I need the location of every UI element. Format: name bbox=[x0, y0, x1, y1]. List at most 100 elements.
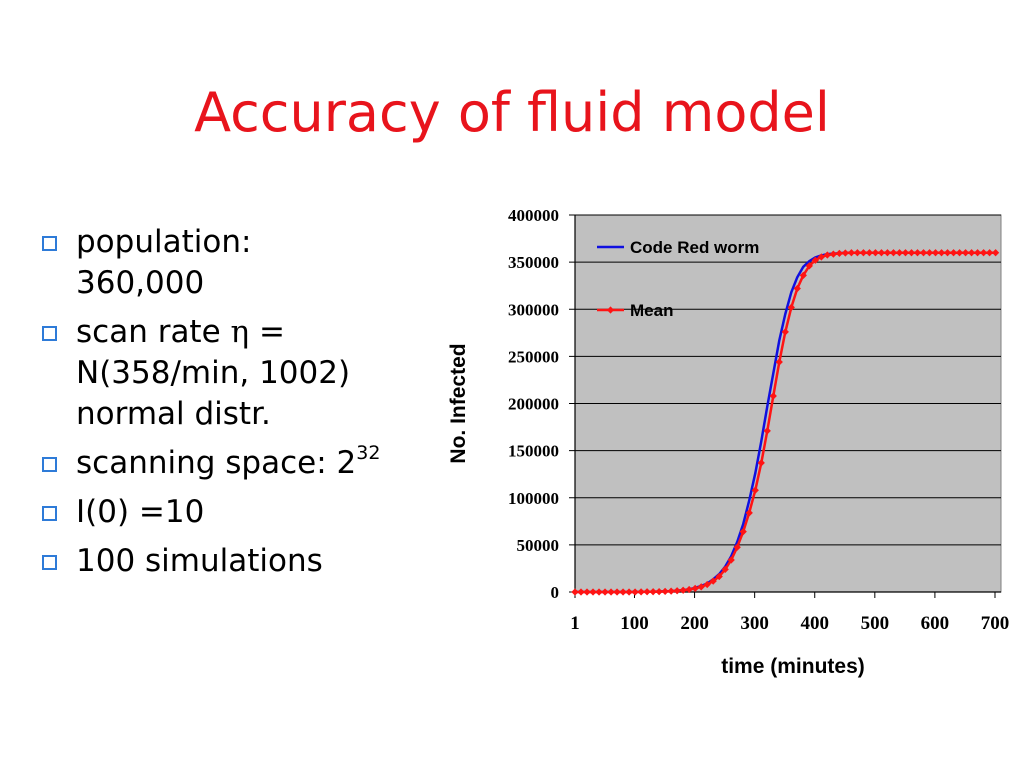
bullet-text: 360,000 bbox=[76, 265, 205, 301]
data-point bbox=[745, 509, 753, 517]
data-point bbox=[931, 249, 940, 257]
y-tick-label: 50000 bbox=[517, 536, 560, 555]
x-tick-label: 300 bbox=[740, 613, 769, 634]
data-point bbox=[769, 392, 777, 400]
data-point bbox=[739, 528, 747, 536]
data-point bbox=[667, 587, 675, 595]
data-point bbox=[673, 587, 681, 595]
bullet-scan-rate: scan rate η = N(358/min, 1002) normal di… bbox=[40, 312, 440, 435]
y-tick-label: 350000 bbox=[508, 253, 559, 272]
data-point bbox=[799, 271, 807, 279]
bullet-text: scan rate bbox=[76, 314, 231, 350]
bullet-text: normal distr. bbox=[76, 396, 271, 432]
exponent: 32 bbox=[356, 442, 381, 464]
data-point bbox=[907, 249, 916, 257]
data-point bbox=[835, 249, 843, 257]
data-point bbox=[607, 588, 615, 596]
data-point bbox=[877, 249, 886, 257]
bullet-list: population: 360,000 scan rate η = N(358/… bbox=[40, 222, 440, 590]
data-point bbox=[865, 249, 874, 257]
data-point bbox=[805, 262, 813, 270]
infection-chart: 0 50000 100000 150000 200000 250000 300000 3500… bbox=[447, 206, 1010, 678]
bullet-text: 100 simulations bbox=[76, 543, 323, 579]
square-bullet-icon bbox=[42, 555, 57, 570]
data-point bbox=[913, 249, 922, 257]
data-point bbox=[727, 556, 735, 564]
data-point bbox=[625, 588, 633, 596]
data-point bbox=[679, 586, 687, 594]
data-point bbox=[817, 253, 825, 261]
data-point bbox=[757, 459, 765, 467]
data-point bbox=[631, 588, 639, 596]
legend-marker-mean bbox=[606, 306, 615, 314]
data-point bbox=[619, 588, 627, 596]
data-point bbox=[943, 249, 952, 257]
legend-label-mean: Mean bbox=[630, 301, 673, 320]
data-point bbox=[697, 583, 705, 591]
data-point bbox=[847, 249, 856, 257]
bullet-text: population: bbox=[76, 224, 252, 260]
data-point bbox=[871, 249, 880, 257]
data-point bbox=[709, 577, 717, 585]
data-point bbox=[691, 584, 699, 593]
data-point bbox=[601, 588, 609, 596]
bullet-simulations: 100 simulations bbox=[40, 541, 440, 582]
data-point bbox=[583, 588, 591, 596]
data-point bbox=[715, 572, 723, 581]
data-point bbox=[883, 249, 892, 257]
data-point bbox=[811, 256, 819, 264]
data-point bbox=[661, 587, 669, 596]
data-point bbox=[571, 588, 579, 596]
bullet-text: scanning space: 2 bbox=[76, 445, 357, 481]
square-bullet-icon bbox=[42, 326, 57, 341]
data-point bbox=[643, 588, 651, 596]
data-point bbox=[841, 249, 850, 257]
data-point bbox=[793, 284, 801, 293]
data-point bbox=[577, 588, 585, 596]
data-point bbox=[685, 585, 693, 594]
data-point bbox=[787, 303, 795, 311]
square-bullet-icon bbox=[42, 506, 57, 521]
y-tick-label: 150000 bbox=[508, 442, 559, 461]
data-point bbox=[925, 249, 934, 257]
data-point bbox=[985, 249, 994, 257]
eta-symbol: η bbox=[230, 314, 250, 350]
x-tick-label: 100 bbox=[620, 613, 649, 634]
data-point bbox=[961, 249, 970, 257]
data-point bbox=[829, 250, 837, 258]
x-tick-label: 400 bbox=[800, 613, 829, 634]
data-point bbox=[649, 588, 657, 596]
data-point bbox=[781, 328, 789, 336]
bullet-initial: I(0) =10 bbox=[40, 492, 440, 533]
data-point bbox=[859, 249, 868, 257]
y-tick-label: 400000 bbox=[508, 206, 559, 225]
data-point bbox=[721, 565, 729, 574]
legend-label-code-red: Code Red worm bbox=[630, 238, 759, 257]
data-point bbox=[823, 251, 831, 259]
data-point bbox=[895, 249, 904, 257]
data-point bbox=[919, 249, 928, 257]
data-point bbox=[901, 249, 910, 257]
data-point bbox=[775, 358, 783, 366]
data-point bbox=[637, 588, 645, 596]
data-point bbox=[889, 249, 898, 257]
data-point bbox=[613, 588, 621, 596]
bullet-line: scanning space: 232 bbox=[76, 443, 440, 484]
data-point bbox=[595, 588, 603, 596]
data-point bbox=[733, 543, 741, 551]
square-bullet-icon bbox=[42, 457, 57, 472]
slide-title: Accuracy of fluid model bbox=[194, 81, 830, 144]
data-point bbox=[703, 580, 711, 589]
x-tick-label: 700 bbox=[981, 613, 1010, 634]
data-point bbox=[979, 249, 988, 257]
data-point bbox=[973, 249, 982, 257]
bullet-text: = bbox=[249, 314, 285, 350]
y-tick-label: 200000 bbox=[508, 395, 559, 414]
data-point bbox=[991, 249, 1000, 257]
x-axis-title: time (minutes) bbox=[721, 655, 865, 678]
bullet-text: N(358/min, 1002) bbox=[76, 355, 351, 391]
data-point bbox=[949, 249, 958, 257]
y-tick-label: 300000 bbox=[508, 300, 559, 319]
bullet-text: I(0) =10 bbox=[76, 494, 205, 530]
x-tick-label: 200 bbox=[680, 613, 709, 634]
